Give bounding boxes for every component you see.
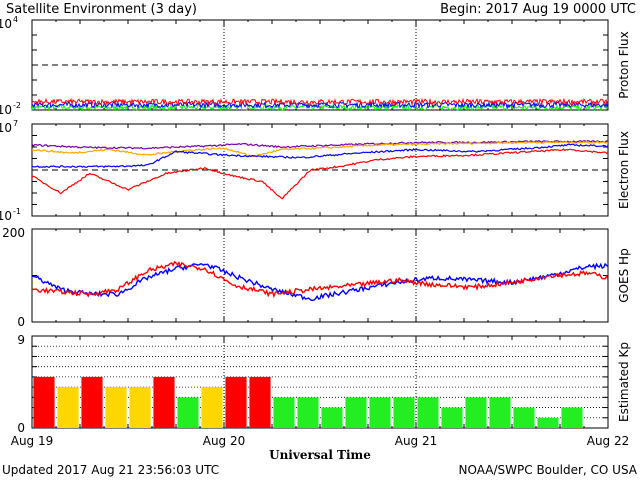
proton-ytick-max: 10 <box>0 17 12 31</box>
chart-title: Satellite Environment (3 day) <box>6 2 197 17</box>
kp-bar-21 <box>537 417 559 428</box>
kp-bar-18 <box>465 397 487 428</box>
proton-ytick-max-exp: 4 <box>13 15 18 24</box>
electron-ytick-max-exp: 7 <box>13 119 18 128</box>
credit-label: NOAA/SWPC Boulder, CO USA <box>459 463 638 477</box>
kp-bar-12 <box>321 407 343 428</box>
electron-ytick-max: 10 <box>0 121 12 135</box>
hp-ylabel: GOES Hp <box>617 248 631 302</box>
x-tick-aug22: Aug 22 <box>587 434 630 448</box>
proton-series-blue <box>31 100 609 110</box>
kp-bar-6 <box>177 397 199 428</box>
kp-bar-9 <box>249 376 271 428</box>
kp-bar-15 <box>393 397 415 428</box>
x-tick-aug20: Aug 20 <box>203 434 246 448</box>
proton-series-green <box>31 102 609 112</box>
x-tick-aug21: Aug 21 <box>395 434 438 448</box>
kp-ylabel: Estimated Kp <box>617 342 631 422</box>
kp-bar-5 <box>153 376 175 428</box>
kp-bar-14 <box>369 397 391 428</box>
proton-ytick-min: 10 <box>0 103 12 117</box>
kp-bar-13 <box>345 397 367 428</box>
panel-frame-1 <box>31 123 609 217</box>
kp-bar-4 <box>129 387 151 428</box>
kp-bar-7 <box>201 387 223 428</box>
electron-series-orange <box>31 140 609 158</box>
kp-ytick-max: 9 <box>17 333 25 347</box>
proton-ytick-min-exp: -2 <box>13 101 21 110</box>
panel-frame-0 <box>31 19 609 111</box>
kp-bar-20 <box>513 407 535 428</box>
kp-ytick-min: 0 <box>17 421 25 435</box>
kp-bar-1 <box>57 387 79 428</box>
kp-bar-11 <box>297 397 319 428</box>
proton-series-red <box>31 97 609 107</box>
kp-bar-22 <box>561 407 583 428</box>
electron-series-purple <box>31 140 609 150</box>
x-axis-label: Universal Time <box>269 448 371 462</box>
hp-ytick-min: 0 <box>17 315 25 329</box>
kp-bar-19 <box>489 397 511 428</box>
kp-bar-17 <box>441 407 463 428</box>
x-tick-aug19: Aug 19 <box>11 434 54 448</box>
electron-series-red <box>31 148 609 200</box>
hp-series-red <box>31 260 609 299</box>
electron-ylabel: Electron Flux <box>617 131 631 209</box>
electron-ytick-min: 10 <box>0 209 12 223</box>
kp-bar-8 <box>225 376 247 428</box>
updated-timestamp: Updated 2017 Aug 21 23:56:03 UTC <box>2 463 219 477</box>
proton-ylabel: Proton Flux <box>617 31 631 98</box>
begin-time: Begin: 2017 Aug 19 0000 UTC <box>440 2 636 17</box>
hp-ytick-max: 200 <box>2 226 25 240</box>
hp-series-blue <box>31 262 609 301</box>
panel-frame-2 <box>31 228 609 323</box>
kp-bar-16 <box>417 397 439 428</box>
kp-bar-2 <box>81 376 103 428</box>
electron-series-blue <box>31 143 609 169</box>
kp-bar-3 <box>105 387 127 428</box>
kp-bar-0 <box>33 376 55 428</box>
electron-ytick-min-exp: -1 <box>13 207 21 216</box>
kp-bar-10 <box>273 397 295 428</box>
